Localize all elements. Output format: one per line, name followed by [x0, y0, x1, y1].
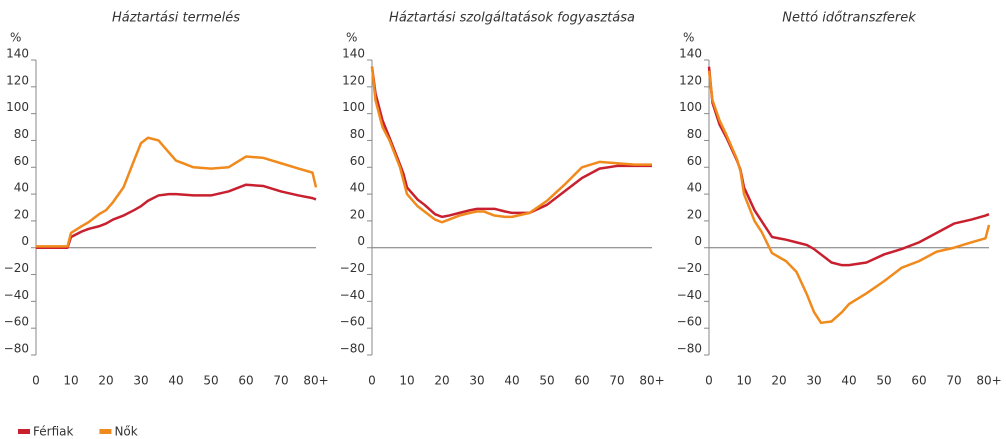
y-tick-label: −20 [677, 261, 702, 275]
x-tick-label: 20 [434, 374, 449, 388]
x-tick-label: 0 [32, 374, 40, 388]
x-tick-label: 50 [876, 374, 891, 388]
x-tick-label: 70 [946, 374, 961, 388]
y-tick-label: −80 [4, 342, 29, 356]
x-tick-label: 40 [504, 374, 519, 388]
y-tick-label: −40 [4, 288, 29, 302]
x-tick-label: 10 [736, 374, 751, 388]
y-tick-label: −40 [340, 288, 365, 302]
x-tick-label: 70 [609, 374, 624, 388]
series-line [36, 183, 317, 249]
y-tick-label: 80 [350, 127, 365, 141]
y-tick-label: −60 [677, 315, 702, 329]
x-tick-label: 10 [63, 374, 78, 388]
y-tick-label: 20 [14, 207, 29, 221]
y-tick-label: 140 [6, 47, 29, 61]
y-tick-label: −40 [677, 288, 702, 302]
legend-swatch [18, 429, 30, 434]
y-tick-label: 80 [14, 127, 29, 141]
y-tick-label: 80 [687, 127, 702, 141]
legend-label: Nők [114, 425, 137, 439]
y-tick-label: −80 [677, 342, 702, 356]
y-tick-label: 100 [6, 100, 29, 114]
y-unit: % [10, 31, 21, 45]
panel-title: Háztartási termelés [112, 11, 240, 26]
x-tick-label: 0 [705, 374, 713, 388]
x-tick-label: 40 [841, 374, 856, 388]
series-line [36, 136, 318, 248]
y-tick-label: 60 [687, 154, 702, 168]
x-tick-label: 80+ [639, 374, 664, 388]
x-tick-label: 20 [98, 374, 113, 388]
y-tick-label: 40 [687, 181, 702, 195]
y-tick-label: 120 [6, 73, 29, 87]
panel-title: Háztartási szolgáltatások fogyasztása [389, 11, 635, 26]
x-tick-label: 60 [238, 374, 253, 388]
x-tick-label: 60 [911, 374, 926, 388]
y-tick-label: 40 [350, 181, 365, 195]
x-tick-label: 30 [469, 374, 484, 388]
y-unit: % [346, 31, 357, 45]
x-tick-label: 80+ [303, 374, 328, 388]
y-tick-label: 60 [14, 154, 29, 168]
y-tick-label: 20 [687, 207, 702, 221]
x-tick-label: 10 [399, 374, 414, 388]
series-line [370, 66, 652, 219]
y-tick-label: 60 [350, 154, 365, 168]
y-tick-label: −60 [4, 315, 29, 329]
y-tick-label: 140 [679, 47, 702, 61]
x-tick-label: 80+ [976, 374, 1001, 388]
y-unit: % [683, 31, 694, 45]
y-tick-label: 140 [342, 47, 365, 61]
legend-swatch [99, 429, 112, 434]
y-tick-label: 0 [21, 234, 29, 248]
x-tick-label: 50 [539, 374, 554, 388]
x-tick-label: 50 [203, 374, 218, 388]
panel: Nettó időtranszferek% −80 −60 −40 −20 0 20 40 60… [677, 11, 1002, 388]
y-tick-label: 40 [14, 181, 29, 195]
y-tick-label: 120 [342, 73, 365, 87]
panel: Háztartási szolgáltatások fogyasztása% −8… [340, 11, 665, 388]
y-tick-label: 100 [679, 100, 702, 114]
x-tick-label: 60 [574, 374, 589, 388]
panel: Háztartási termelés% −80 −60 −40 −20 0 20 40 60 8… [4, 11, 329, 388]
y-tick-label: 0 [357, 234, 365, 248]
y-tick-label: 120 [679, 73, 702, 87]
series-line [707, 70, 991, 325]
legend-label: Férfiak [33, 425, 73, 439]
y-tick-label: −20 [340, 261, 365, 275]
x-tick-label: 0 [368, 374, 376, 388]
x-tick-label: 70 [273, 374, 288, 388]
y-tick-label: 20 [350, 207, 365, 221]
series-line [707, 66, 990, 267]
y-tick-label: 100 [342, 100, 365, 114]
x-tick-label: 40 [168, 374, 183, 388]
x-tick-label: 30 [133, 374, 148, 388]
series-line [370, 66, 652, 224]
panel-title: Nettó időtranszferek [782, 11, 916, 26]
x-tick-label: 30 [806, 374, 821, 388]
y-tick-label: −20 [4, 261, 29, 275]
x-tick-label: 20 [771, 374, 786, 388]
y-tick-label: −80 [340, 342, 365, 356]
y-tick-label: −60 [340, 315, 365, 329]
y-tick-label: 0 [694, 234, 702, 248]
